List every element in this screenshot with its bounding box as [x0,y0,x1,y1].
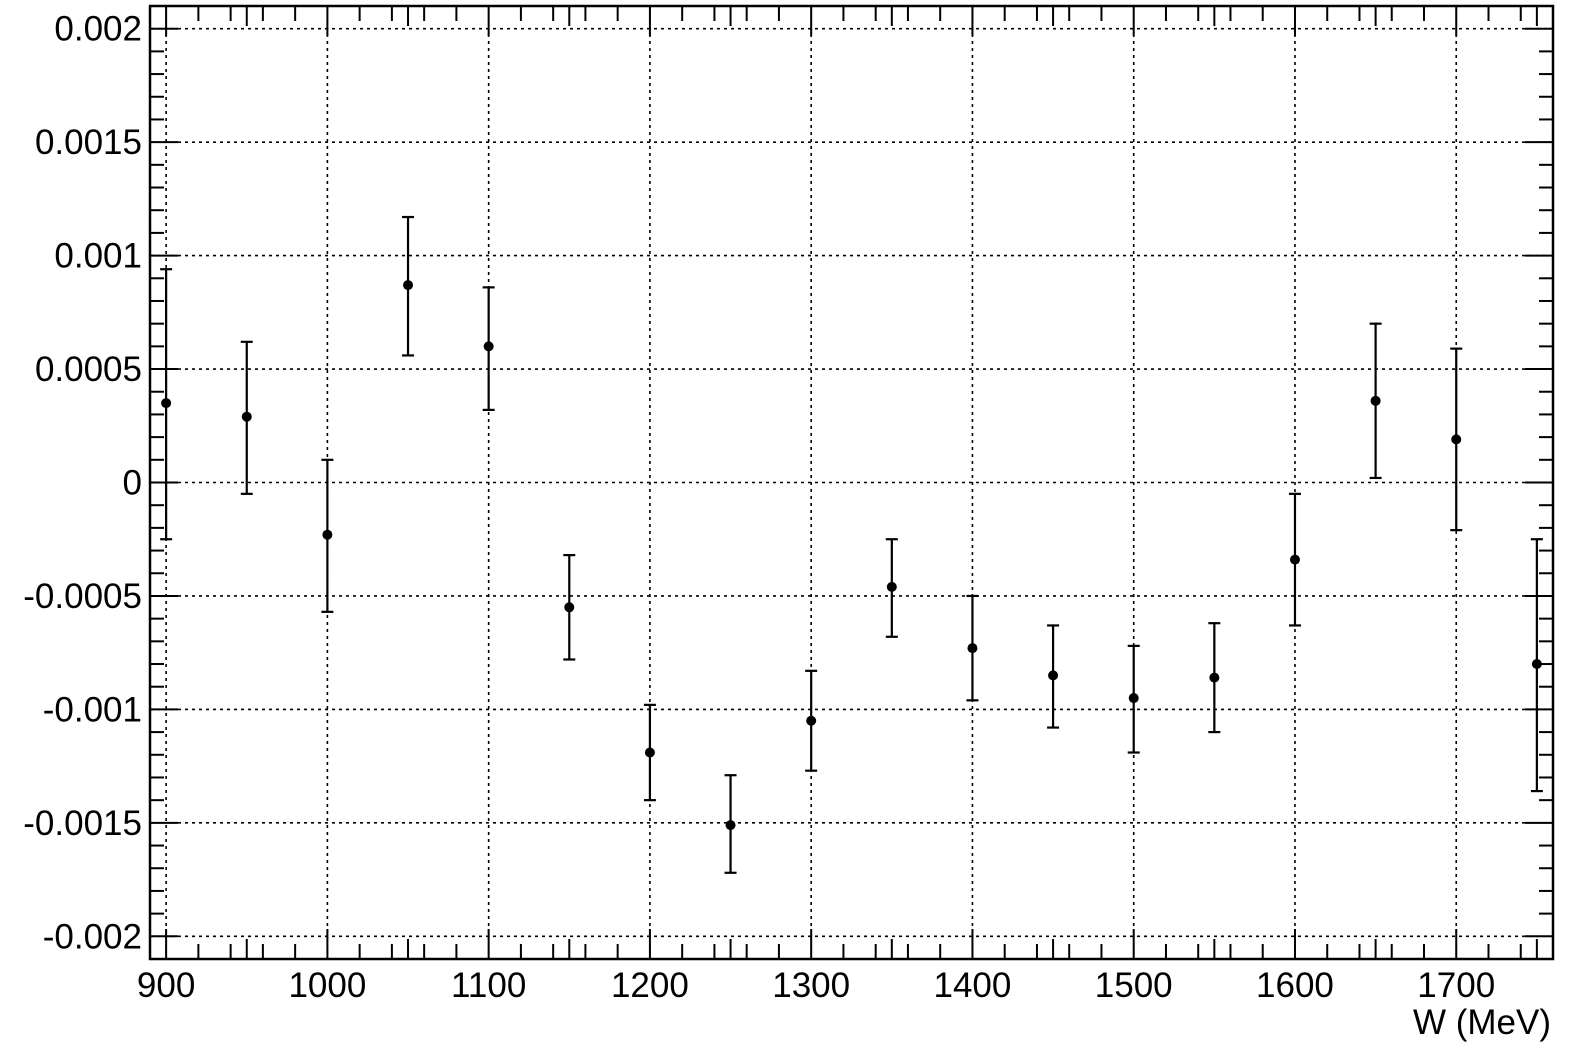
y-tick-label: 0.001 [54,237,142,276]
data-point [725,820,736,831]
y-tick-label: -0.0005 [23,577,142,616]
tick-labels: 900 1000 1100 1200 1300 1400 1500 1600 1700 -0.00… [23,10,1495,1005]
x-tick-label: 1300 [772,966,850,1005]
data-point [806,715,817,726]
data-point [1289,554,1300,565]
x-tick-label: 1000 [288,966,366,1005]
data-point [483,341,494,352]
data-point [1209,672,1220,683]
plot-frame [148,4,1555,961]
y-tick-label: -0.002 [43,917,142,956]
y-tick-label: 0 [123,464,142,503]
data-point [1370,395,1381,406]
data-point [1048,670,1059,681]
x-tick-label: 1100 [451,966,526,1005]
data-point [564,602,575,613]
x-tick-label: 1400 [934,966,1012,1005]
y-tick-label: 0.002 [54,10,142,49]
data-point [886,581,897,592]
data-point [241,411,252,422]
x-tick-label: 1500 [1095,966,1173,1005]
x-axis-title: W (MeV) [1413,1003,1551,1042]
data-point [322,529,333,540]
y-tick-label: -0.001 [43,690,142,729]
data-point [1451,434,1462,445]
data-point [1531,659,1542,670]
data-point [967,643,978,654]
y-tick-label: -0.0015 [23,804,142,843]
y-tick-label: 0.0015 [35,123,142,162]
grid-lines [150,6,1553,959]
axis-ticks [150,5,1553,960]
x-tick-label: 1600 [1256,966,1334,1005]
data-point [644,747,655,758]
data-point [403,280,414,291]
y-tick-label: 0.0005 [35,350,142,389]
x-tick-label: 1700 [1417,966,1495,1005]
data-point [161,398,172,409]
x-tick-label: 900 [137,966,195,1005]
x-tick-label: 1200 [611,966,689,1005]
data-point [1128,693,1139,704]
data-series [160,215,1543,874]
